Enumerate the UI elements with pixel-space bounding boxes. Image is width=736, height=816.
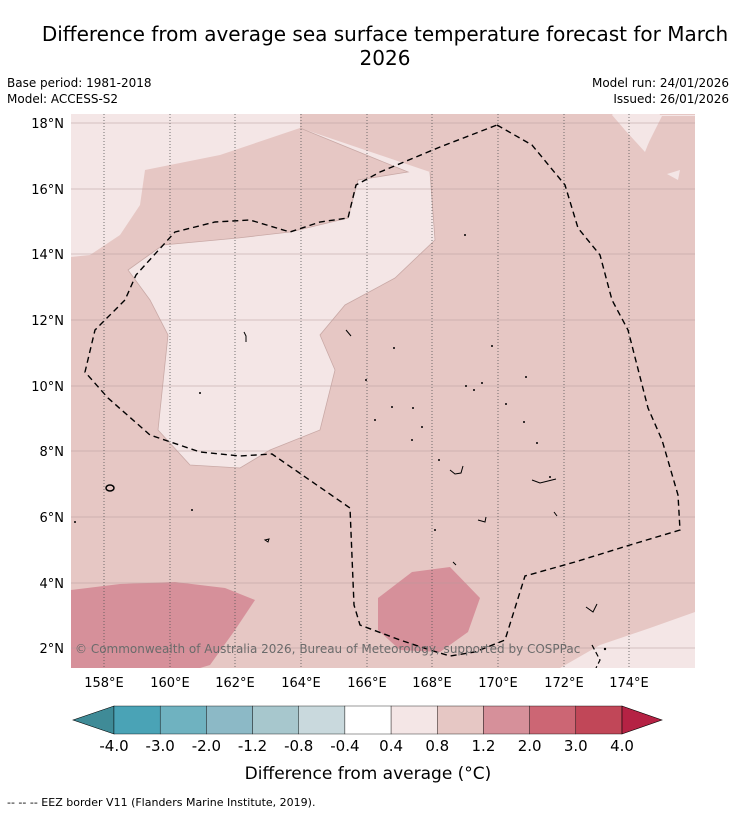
lon-tick: 164°E bbox=[281, 676, 321, 691]
colorbar-tick-label: 0.4 bbox=[379, 737, 403, 755]
lat-tick: 18°N bbox=[31, 117, 64, 132]
lon-tick: 170°E bbox=[478, 676, 518, 691]
colorbar-tick-label: -3.0 bbox=[146, 737, 175, 755]
lon-tick: 158°E bbox=[84, 676, 124, 691]
lat-tick: 2°N bbox=[40, 642, 65, 657]
colorbar-extend-low bbox=[72, 705, 115, 735]
anomaly-region-0.4-0.8 bbox=[612, 114, 660, 152]
lat-tick: 4°N bbox=[40, 577, 65, 592]
meta-left: Base period: 1981-2018 Model: ACCESS-S2 bbox=[7, 75, 152, 107]
map-title: Difference from average sea surface temp… bbox=[41, 22, 729, 70]
colorbar-segment bbox=[159, 705, 207, 735]
lon-tick-labels: 158°E 160°E 162°E 164°E 166°E 168°E 170°… bbox=[84, 676, 649, 691]
colorbar-segment bbox=[206, 705, 253, 735]
anomaly-region-0.4-0.8 bbox=[71, 114, 300, 257]
eez-border-fragment bbox=[591, 644, 601, 668]
lat-tick-labels: 18°N 16°N 14°N 12°N 10°N 8°N 6°N 4°N 2°N bbox=[31, 117, 64, 657]
colorbar-tick-label: 1.2 bbox=[472, 737, 496, 755]
colorbar-segment bbox=[390, 705, 438, 735]
copyright-text: © Commonwealth of Australia 2026, Bureau… bbox=[75, 642, 580, 656]
colorbar-extend-high bbox=[621, 705, 663, 735]
colorbar-segment bbox=[298, 705, 346, 735]
lat-tick: 14°N bbox=[31, 248, 64, 263]
meta-right: Model run: 24/01/2026 Issued: 26/01/2026 bbox=[592, 75, 729, 107]
colorbar-tick-label: 0.8 bbox=[425, 737, 449, 755]
colorbar-segment bbox=[113, 705, 161, 735]
colorbar-tick-label: -2.0 bbox=[192, 737, 221, 755]
lat-gridlines bbox=[71, 122, 695, 649]
anomaly-region-0.4-0.8 bbox=[128, 128, 435, 468]
lon-tick: 166°E bbox=[347, 676, 387, 691]
lon-tick: 160°E bbox=[150, 676, 190, 691]
colorbar-tick-label: -1.2 bbox=[238, 737, 267, 755]
colorbar-segment bbox=[529, 705, 577, 735]
anomaly-region-1.2-2.0 bbox=[378, 567, 480, 652]
colorbar-ticks: -4.0 -3.0 -2.0 -1.2 -0.8 -0.4 0.4 0.8 1.2 2.0 3.0 4… bbox=[99, 737, 634, 755]
lon-tick: 172°E bbox=[544, 676, 584, 691]
eez-legend-note: -- -- -- EEZ border V11 (Flanders Marine… bbox=[7, 796, 316, 809]
contour-line bbox=[127, 127, 436, 469]
colorbar-tick-label: -0.4 bbox=[330, 737, 359, 755]
small-islands bbox=[74, 234, 607, 651]
lon-gridlines bbox=[103, 114, 630, 668]
islands bbox=[105, 329, 598, 613]
lon-tick: 162°E bbox=[215, 676, 255, 691]
lon-tick: 174°E bbox=[609, 676, 649, 691]
anomaly-region-0.4-0.8 bbox=[560, 612, 695, 668]
colorbar-segment bbox=[437, 705, 484, 735]
lat-tick: 12°N bbox=[31, 314, 64, 329]
colorbar-segment bbox=[344, 705, 392, 735]
model-run: Model run: 24/01/2026 bbox=[591, 76, 729, 90]
colorbar-tick-label: -4.0 bbox=[99, 737, 128, 755]
lat-tick: 8°N bbox=[40, 445, 65, 460]
colorbar-tick-label: 4.0 bbox=[610, 737, 634, 755]
base-period: Base period: 1981-2018 bbox=[7, 76, 152, 90]
lat-tick: 16°N bbox=[31, 183, 64, 198]
colorbar-tick-label: -0.8 bbox=[284, 737, 313, 755]
issued-date: Issued: 26/01/2026 bbox=[613, 92, 729, 106]
lon-tick: 168°E bbox=[412, 676, 452, 691]
anomaly-region-1.2-2.0 bbox=[71, 582, 255, 668]
colorbar bbox=[72, 705, 663, 735]
lat-tick: 6°N bbox=[40, 511, 65, 526]
eez-border bbox=[84, 124, 681, 657]
colorbar-segment bbox=[575, 705, 623, 735]
anomaly-region-0.4-0.8 bbox=[667, 170, 680, 180]
colorbar-segment bbox=[483, 705, 530, 735]
lat-tick: 10°N bbox=[31, 380, 64, 395]
colorbar-label: Difference from average (°C) bbox=[244, 764, 492, 784]
colorbar-tick-label: 3.0 bbox=[564, 737, 588, 755]
model-name: Model: ACCESS-S2 bbox=[7, 92, 119, 106]
map-area: © Commonwealth of Australia 2026, Bureau… bbox=[71, 114, 695, 668]
colorbar-tick-label: 2.0 bbox=[518, 737, 542, 755]
colorbar-segment bbox=[252, 705, 299, 735]
